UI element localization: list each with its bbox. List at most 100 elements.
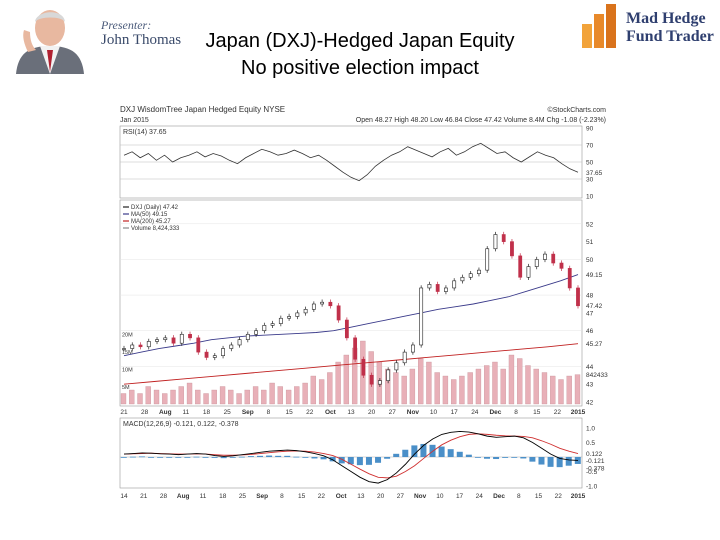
legend-entry: Volume 8,424,333 <box>131 226 180 232</box>
x-axis-label: 2015 <box>571 409 586 416</box>
candle-body <box>138 344 143 348</box>
rsi-label: RSI(14) 37.65 <box>123 129 167 136</box>
presenter-block: Presenter: John Thomas <box>6 4 186 74</box>
volume-bar <box>228 389 234 405</box>
price-tick-label: 42 <box>586 400 594 407</box>
macd-panel: MACD(12,26,9) -0.121, 0.122, -0.378 1.0 0… <box>119 417 605 500</box>
candle-body <box>171 337 176 344</box>
x-axis-label: Nov <box>407 409 420 416</box>
price-tick-label: 49.15 <box>586 272 603 279</box>
macd-histogram-bar <box>384 457 391 459</box>
macd-histogram-bar <box>193 456 200 458</box>
candle-body <box>221 348 225 356</box>
volume-bar <box>467 372 473 405</box>
candle-body <box>493 234 498 250</box>
x-axis-label: 20 <box>368 409 376 416</box>
candle-body <box>311 303 316 310</box>
candle-body <box>411 344 415 353</box>
x-axis-label: 10 <box>430 409 438 416</box>
macd-histogram-bar <box>129 456 136 458</box>
volume-bar <box>401 375 407 405</box>
candle-body <box>320 301 325 305</box>
volume-bar <box>550 375 556 405</box>
rsi-tick-label: 10 <box>586 194 594 201</box>
volume-bar <box>393 372 399 405</box>
candle-body <box>295 312 300 317</box>
candle-body <box>229 344 234 349</box>
volume-bar <box>310 375 317 405</box>
candle-body <box>452 280 457 289</box>
macd-histogram-bar <box>547 457 554 467</box>
volume-bar <box>533 368 539 405</box>
x-axis-label: 13 <box>357 493 365 500</box>
volume-bar <box>170 389 176 405</box>
volume-bar <box>558 379 564 405</box>
legend-entry: DXJ (Daily) 47.42 <box>131 205 179 211</box>
x-axis-label: Sep <box>242 409 254 416</box>
macd-histogram-bar <box>148 457 155 458</box>
x-axis-label: 27 <box>397 493 405 500</box>
price-tick-label: 46 <box>586 328 594 335</box>
volume-bar <box>434 372 440 405</box>
macd-histogram-bar <box>484 457 490 459</box>
candle-body <box>427 284 432 289</box>
volume-bar <box>285 389 292 405</box>
price-tick-label: 51 <box>586 239 594 246</box>
candle-body <box>130 344 135 349</box>
macd-histogram-bar <box>520 457 527 459</box>
candle-body <box>468 273 473 278</box>
x-axis-label: 25 <box>224 409 232 416</box>
x-axis-label: 11 <box>183 409 190 416</box>
candle-body <box>510 241 514 257</box>
candle-body <box>361 358 366 376</box>
candle-body <box>254 330 258 335</box>
price-tick-label: 44 <box>586 364 594 371</box>
x-axis-label: 28 <box>160 493 168 500</box>
macd-histogram-bar <box>538 457 545 465</box>
volume-bar <box>219 386 226 405</box>
macd-histogram-bar <box>229 457 236 458</box>
candle-body <box>188 333 192 339</box>
volume-bar <box>244 389 250 405</box>
volume-bar <box>500 368 506 405</box>
x-axis-label: 28 <box>141 409 149 416</box>
macd-histogram-bar <box>456 451 463 457</box>
slide-title: Japan (DXJ)-Hedged Japan Equity No posit… <box>180 28 540 82</box>
macd-histogram-bar <box>302 457 309 458</box>
volume-bar <box>236 393 242 405</box>
x-axis-label: 22 <box>555 493 563 500</box>
presenter-label: Presenter: <box>101 18 152 32</box>
volume-bar <box>203 393 209 405</box>
macd-tick-label: -0.378 <box>586 465 605 472</box>
macd-histogram-bar <box>284 455 291 457</box>
volume-bar <box>294 386 300 405</box>
x-axis-label: 22 <box>306 409 314 416</box>
macd-histogram-bar <box>202 457 209 458</box>
rsi-tick-label: 37.65 <box>586 170 603 177</box>
macd-histogram-bar <box>175 457 182 458</box>
volume-bar <box>525 365 531 405</box>
candle-body <box>460 276 465 282</box>
volume-bar <box>120 393 127 405</box>
macd-histogram-bar <box>220 457 227 459</box>
legend-entry: MA(50) 49.15 <box>131 212 168 218</box>
candle-body <box>435 284 440 292</box>
candle-body <box>328 301 333 307</box>
candle-body <box>559 262 564 269</box>
price-tick-label: 47 <box>586 310 594 317</box>
candle-body <box>419 287 424 346</box>
price-tick-label: 43 <box>586 382 594 389</box>
presenter-photo <box>6 4 94 74</box>
volume-bar <box>409 368 416 405</box>
rsi-tick-label: 90 <box>586 126 594 133</box>
volume-current-label: 8424333 <box>586 372 608 379</box>
candle-body <box>394 362 399 371</box>
slide-title-line2: No positive election impact <box>241 57 479 79</box>
x-axis-label: 22 <box>554 409 562 416</box>
macd-histogram-bar <box>275 455 282 457</box>
x-axis-label: 27 <box>389 409 397 416</box>
volume-tick-label: 20M <box>122 333 133 339</box>
x-axis-label: 15 <box>285 409 293 416</box>
x-axis-label: Nov <box>414 493 427 500</box>
volume-bar <box>145 386 151 405</box>
